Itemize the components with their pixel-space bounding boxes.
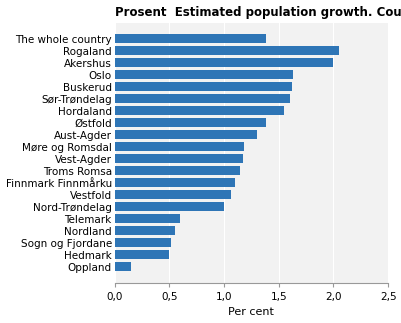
Bar: [114, 58, 332, 67]
Bar: [114, 154, 242, 163]
Bar: [114, 46, 338, 55]
Bar: [114, 178, 234, 187]
Bar: [114, 250, 169, 259]
Bar: [114, 262, 131, 271]
Bar: [114, 94, 289, 103]
Bar: [114, 203, 223, 211]
Bar: [114, 226, 174, 235]
Bar: [114, 106, 284, 115]
Bar: [114, 118, 265, 127]
Text: Prosent  Estimated population growth. County. 2012. Per cent: Prosent Estimated population growth. Cou…: [114, 5, 401, 18]
X-axis label: Per cent: Per cent: [228, 307, 273, 318]
Bar: [114, 190, 230, 199]
Bar: [114, 70, 292, 79]
Bar: [114, 214, 180, 223]
Bar: [114, 142, 243, 151]
Bar: [114, 130, 256, 139]
Bar: [114, 34, 265, 43]
Bar: [114, 238, 171, 247]
Bar: [114, 166, 240, 175]
Bar: [114, 82, 291, 91]
